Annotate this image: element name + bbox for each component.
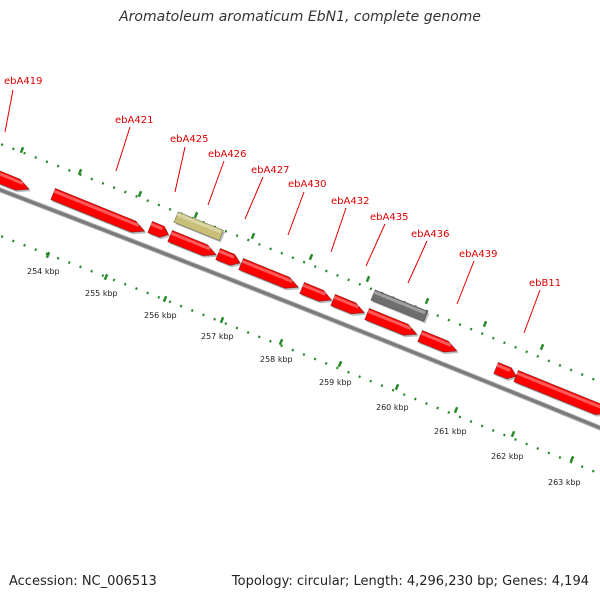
label-leader-line bbox=[287, 191, 305, 236]
label-leader-line bbox=[115, 126, 131, 172]
inner-major-tick bbox=[453, 406, 459, 414]
gene-feature[interactable] bbox=[493, 361, 518, 380]
scale-label-256-kbp: 256 kbp bbox=[144, 311, 177, 320]
label-leader-line bbox=[456, 260, 475, 305]
outer-major-tick bbox=[308, 253, 314, 261]
outer-scale-dots bbox=[0, 142, 600, 384]
inner-major-tick bbox=[103, 273, 109, 281]
gene-feature[interactable] bbox=[173, 211, 225, 242]
gene-feature[interactable] bbox=[330, 293, 366, 315]
gene-highlight bbox=[373, 290, 426, 315]
outer-major-tick bbox=[365, 275, 371, 283]
outer-major-tick bbox=[250, 232, 256, 240]
gene-highlight bbox=[150, 222, 163, 231]
gene-feature[interactable] bbox=[147, 220, 170, 238]
gene-feature[interactable] bbox=[364, 307, 418, 336]
gene-feature[interactable] bbox=[215, 247, 241, 266]
gene-highlight bbox=[218, 249, 235, 259]
backbone-shadow bbox=[0, 187, 600, 431]
scale-label-255-kbp: 255 kbp bbox=[85, 289, 118, 298]
gene-highlight bbox=[302, 283, 326, 296]
outer-major-tick bbox=[482, 320, 488, 328]
gene-label-ebA435[interactable]: ebA435 bbox=[370, 212, 408, 223]
gene-feature[interactable] bbox=[0, 169, 31, 191]
outer-major-tick bbox=[539, 343, 545, 351]
gene-feature[interactable] bbox=[513, 369, 600, 416]
inner-scale-dots bbox=[0, 234, 600, 476]
scale-label-263-kbp: 263 kbp bbox=[548, 478, 581, 487]
gene-highlight bbox=[53, 189, 139, 227]
scale-label-259-kbp: 259 kbp bbox=[319, 378, 352, 387]
gene-highlight bbox=[420, 331, 452, 347]
gene-label-ebB11[interactable]: ebB11 bbox=[529, 278, 561, 289]
scale-label-262-kbp: 262 kbp bbox=[491, 452, 524, 461]
outer-major-tick bbox=[77, 168, 83, 176]
gene-highlight bbox=[0, 172, 24, 185]
label-leader-line bbox=[244, 176, 264, 220]
gene-label-ebA439[interactable]: ebA439 bbox=[459, 249, 497, 260]
scale-label-258-kbp: 258 kbp bbox=[260, 355, 293, 364]
gene-highlight bbox=[496, 363, 511, 372]
gene-feature[interactable] bbox=[50, 187, 146, 233]
inner-major-tick bbox=[162, 295, 168, 303]
gene-label-ebA436[interactable]: ebA436 bbox=[411, 229, 449, 240]
gene-feature[interactable] bbox=[299, 281, 333, 302]
gene-label-ebA419[interactable]: ebA419 bbox=[4, 76, 42, 87]
gene-label-ebA426[interactable]: ebA426 bbox=[208, 149, 246, 160]
accession-text: Accession: NC_006513 bbox=[9, 574, 157, 589]
inner-major-tick bbox=[337, 360, 343, 368]
gene-feature[interactable] bbox=[370, 289, 429, 323]
gene-feature[interactable] bbox=[238, 257, 300, 289]
label-leader-line bbox=[4, 89, 14, 133]
outer-major-tick bbox=[193, 211, 199, 219]
gene-highlight bbox=[333, 295, 359, 309]
gene-highlight bbox=[367, 309, 412, 330]
outer-major-tick bbox=[19, 146, 25, 154]
scale-label-261-kbp: 261 kbp bbox=[434, 427, 467, 436]
gene-label-ebA421[interactable]: ebA421 bbox=[115, 115, 153, 126]
scale-label-254-kbp: 254 kbp bbox=[27, 267, 60, 276]
gene-highlight bbox=[176, 212, 222, 234]
gene-feature[interactable] bbox=[417, 329, 458, 353]
label-leader-line bbox=[330, 207, 347, 253]
map-title: Aromatoleum aromaticum EbN1, complete ge… bbox=[119, 9, 481, 25]
label-leader-line bbox=[174, 146, 186, 193]
topology-summary: Topology: circular; Length: 4,296,230 bp… bbox=[231, 574, 589, 589]
inner-major-tick bbox=[394, 383, 400, 391]
backbone-line bbox=[0, 188, 600, 430]
scale-label-257-kbp: 257 kbp bbox=[201, 332, 234, 341]
gene-highlight bbox=[170, 231, 211, 251]
label-leader-line bbox=[207, 160, 225, 206]
inner-major-tick bbox=[278, 338, 284, 346]
outer-major-tick bbox=[424, 297, 430, 305]
gene-feature[interactable] bbox=[167, 229, 218, 257]
gene-label-ebA430[interactable]: ebA430 bbox=[288, 179, 326, 190]
inner-major-tick bbox=[569, 455, 575, 463]
gene-label-ebA425[interactable]: ebA425 bbox=[170, 134, 208, 145]
label-leader-line bbox=[523, 289, 541, 334]
gene-label-ebA427[interactable]: ebA427 bbox=[251, 165, 289, 176]
gene-label-ebA432[interactable]: ebA432 bbox=[331, 196, 369, 207]
gene-highlight bbox=[241, 259, 293, 283]
inner-major-tick bbox=[219, 316, 225, 324]
label-leader-line bbox=[407, 240, 428, 284]
inner-major-tick bbox=[45, 251, 51, 259]
gene-highlight bbox=[516, 371, 600, 409]
label-leader-line bbox=[365, 223, 386, 267]
outer-major-tick bbox=[137, 190, 143, 198]
inner-major-tick bbox=[510, 430, 516, 438]
scale-label-260-kbp: 260 kbp bbox=[376, 403, 409, 412]
